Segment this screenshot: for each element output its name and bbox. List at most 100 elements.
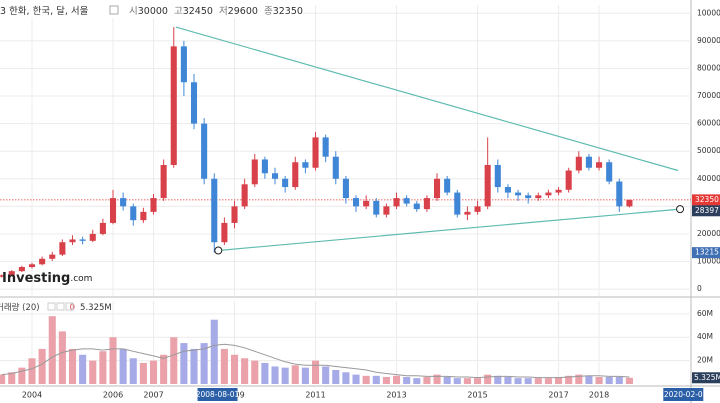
ohlc-label: 종 bbox=[264, 6, 273, 17]
trendline-handle bbox=[214, 246, 223, 255]
volume-bar bbox=[484, 374, 492, 384]
volume-bar bbox=[311, 360, 320, 384]
candle-body bbox=[302, 162, 309, 168]
volume-bar bbox=[251, 360, 259, 384]
candle-body bbox=[39, 258, 46, 265]
volume-bar bbox=[514, 378, 522, 384]
y-tick-label: 40000 bbox=[697, 174, 720, 183]
symbol: 3 한화, 한국, 달, 서울 bbox=[0, 5, 89, 17]
ohlc-value: 32450 bbox=[183, 6, 213, 17]
volume-bar bbox=[575, 374, 583, 384]
candle-body bbox=[49, 254, 56, 259]
x-tick-label: 2006 bbox=[103, 391, 123, 400]
candle-body bbox=[616, 181, 623, 207]
volume-bar bbox=[403, 376, 411, 384]
candle-body bbox=[403, 198, 410, 204]
volume-bar bbox=[271, 366, 279, 384]
volume-bar bbox=[79, 354, 87, 384]
price-marker bbox=[692, 194, 720, 206]
volume-bar bbox=[190, 348, 198, 384]
watermark-suffix: .com bbox=[70, 274, 92, 284]
crosshair-x-label: 2008-08-01 bbox=[196, 390, 240, 399]
candle-body bbox=[596, 162, 603, 168]
candle-body bbox=[413, 203, 420, 210]
candle-body bbox=[575, 156, 582, 171]
volume-bar bbox=[210, 319, 218, 384]
volume-bar bbox=[565, 375, 573, 384]
watermark: Investing.com bbox=[2, 271, 92, 286]
y-tick-label: 50000 bbox=[697, 146, 720, 155]
volume-bar bbox=[615, 376, 623, 384]
y-tick-label: 0 bbox=[697, 284, 702, 293]
volume-bar bbox=[392, 375, 401, 384]
ohlc-label: 고 bbox=[174, 6, 183, 17]
candle-body bbox=[535, 195, 542, 199]
volume-bar bbox=[504, 376, 512, 384]
candle-body bbox=[0, 275, 5, 277]
volume-bar bbox=[605, 376, 613, 384]
header: 3 한화, 한국, 달, 서울3 한화, 한국, 달, 서울 시30000 고324… bbox=[0, 5, 303, 17]
legend-icon bbox=[65, 302, 74, 311]
candle-body bbox=[474, 206, 481, 212]
candle-body bbox=[271, 173, 279, 179]
candle-body bbox=[282, 178, 289, 188]
ohlc-value: 29600 bbox=[228, 6, 258, 17]
candle-body bbox=[322, 137, 329, 157]
candle-body bbox=[160, 164, 167, 199]
candle-body bbox=[120, 198, 127, 207]
x-tick-label: 2015 bbox=[467, 391, 487, 400]
candle-body bbox=[484, 164, 491, 207]
candle-body bbox=[8, 271, 15, 276]
volume-bar bbox=[119, 348, 127, 384]
x-tick-label: 2013 bbox=[386, 391, 406, 400]
volume-bar bbox=[291, 365, 299, 384]
volume-bar bbox=[473, 378, 482, 384]
trendline bbox=[175, 26, 679, 172]
candle-body bbox=[140, 211, 147, 221]
volume-bar bbox=[433, 374, 441, 384]
candle-body bbox=[59, 242, 66, 255]
y-tick-label: 20M bbox=[697, 356, 713, 365]
trendline-handle bbox=[676, 205, 685, 214]
candle-body bbox=[170, 46, 177, 165]
volume-bar bbox=[170, 337, 178, 384]
volume-bar bbox=[241, 358, 249, 384]
x-tick-label: 2007 bbox=[143, 391, 163, 400]
candle-body bbox=[130, 206, 137, 221]
candle-body bbox=[221, 222, 228, 243]
volume-bar bbox=[18, 367, 26, 384]
price-marker-label: 32350 bbox=[695, 195, 719, 204]
volume-bar bbox=[453, 378, 461, 384]
price-marker bbox=[692, 205, 720, 217]
volume-ma-line bbox=[1, 343, 630, 379]
y-tick-label: 60000 bbox=[697, 119, 720, 128]
volume-bar bbox=[322, 366, 330, 384]
volume-bar bbox=[230, 354, 239, 384]
volume-bar bbox=[180, 343, 188, 384]
ohlc-value: 32350 bbox=[273, 6, 303, 17]
watermark-main: Investing bbox=[2, 271, 70, 286]
volume-bar bbox=[0, 374, 6, 384]
ohlc-label: 시 bbox=[129, 6, 138, 17]
crosshair-x-label: 2020-02-0 bbox=[664, 390, 703, 399]
y-tick-label: 40M bbox=[697, 332, 713, 341]
volume-bar bbox=[89, 360, 97, 384]
volume-bar bbox=[99, 351, 107, 384]
volume-bar bbox=[443, 376, 451, 384]
y-tick-label: 20000 bbox=[697, 229, 720, 238]
volume-marker bbox=[692, 372, 720, 384]
candle-body bbox=[363, 200, 370, 207]
candle-body bbox=[504, 187, 511, 193]
candle-body bbox=[454, 192, 461, 215]
candle-body bbox=[332, 156, 339, 179]
volume-bar bbox=[494, 375, 502, 384]
volume-bar bbox=[28, 358, 36, 384]
candle-body bbox=[393, 198, 400, 207]
price-marker-label: 28397 bbox=[695, 206, 719, 215]
volume-bar bbox=[372, 375, 380, 384]
volume-bar bbox=[109, 337, 117, 384]
volume-bar bbox=[362, 375, 370, 384]
candle-body bbox=[423, 198, 430, 210]
volume-bar bbox=[534, 378, 542, 384]
